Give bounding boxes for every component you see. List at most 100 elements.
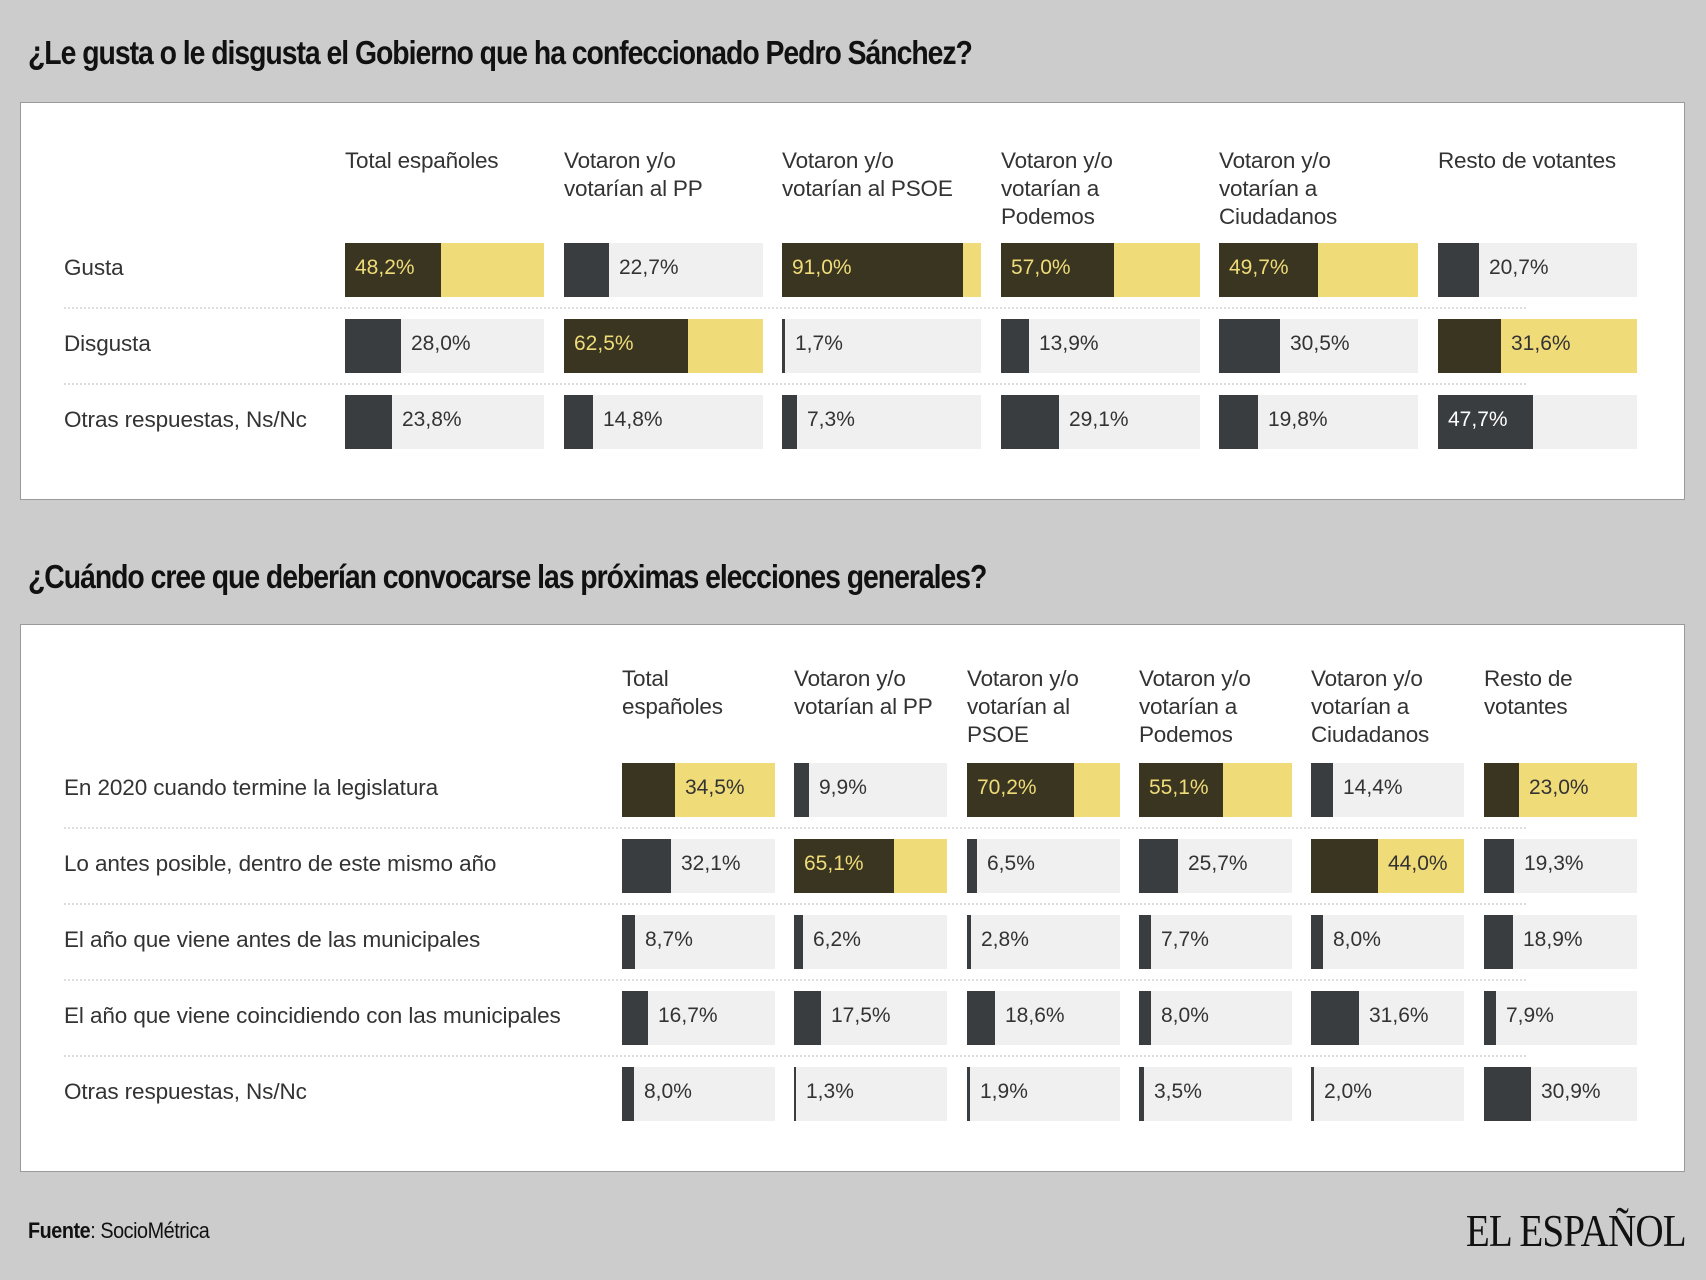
bar-cell: 3,5% bbox=[1139, 1067, 1292, 1121]
bar-fill bbox=[1484, 763, 1519, 817]
bar-fill bbox=[1311, 839, 1378, 893]
bar-fill bbox=[1438, 319, 1501, 373]
column-header-line: Ciudadanos bbox=[1311, 722, 1430, 747]
bar-fill bbox=[1001, 243, 1114, 297]
bar-cell: 7,3% bbox=[782, 395, 981, 449]
column-header-line: votarían al PSOE bbox=[782, 176, 953, 201]
bar-cell: 7,9% bbox=[1484, 991, 1637, 1045]
bar-value-label: 7,9% bbox=[1506, 1004, 1554, 1027]
bar-cell: 7,7% bbox=[1139, 915, 1292, 969]
bar-value-label: 2,0% bbox=[1324, 1080, 1372, 1103]
bar-fill bbox=[794, 839, 894, 893]
bar-fill bbox=[794, 915, 803, 969]
bar-cell: 14,8% bbox=[564, 395, 763, 449]
bar-fill bbox=[564, 395, 593, 449]
column-header-line: votarían al PP bbox=[794, 694, 933, 719]
bar-value-label: 7,3% bbox=[807, 408, 855, 431]
bar-cell: 19,3% bbox=[1484, 839, 1637, 893]
row-separator bbox=[64, 1055, 1526, 1057]
bar-value-label: 17,5% bbox=[831, 1004, 891, 1027]
bar-cell: 8,7% bbox=[622, 915, 775, 969]
column-header: Resto de votantes bbox=[1438, 147, 1616, 175]
bar-fill bbox=[1219, 243, 1318, 297]
bar-cell: 20,7% bbox=[1438, 243, 1637, 297]
bar-value-label: 8,0% bbox=[1161, 1004, 1209, 1027]
bar-cell: 1,3% bbox=[794, 1067, 947, 1121]
column-header: Total españoles bbox=[345, 147, 499, 175]
bar-value-label: 6,2% bbox=[813, 928, 861, 951]
bar-value-label: 8,0% bbox=[644, 1080, 692, 1103]
bar-fill bbox=[1139, 1067, 1144, 1121]
bar-fill bbox=[564, 319, 688, 373]
bar-fill bbox=[1219, 319, 1280, 373]
row-separator bbox=[64, 903, 1526, 905]
column-header-line: votantes bbox=[1484, 694, 1568, 719]
bar-fill bbox=[1484, 839, 1514, 893]
column-header-line: Resto de votantes bbox=[1438, 148, 1616, 173]
bar-fill bbox=[967, 991, 995, 1045]
column-header-line: votarían a bbox=[1001, 176, 1100, 201]
bar-cell: 8,0% bbox=[622, 1067, 775, 1121]
row-label: En 2020 cuando termine la legislatura bbox=[64, 775, 439, 800]
column-header-line: Votaron y/o bbox=[1311, 666, 1423, 691]
column-header-line: Votaron y/o bbox=[564, 148, 676, 173]
bar-value-label: 44,0% bbox=[1388, 852, 1448, 875]
bar-cell: 9,9% bbox=[794, 763, 947, 817]
bar-cell: 17,5% bbox=[794, 991, 947, 1045]
column-header-line: Votaron y/o bbox=[1219, 148, 1331, 173]
bar-fill bbox=[622, 763, 675, 817]
bar-value-label: 1,7% bbox=[795, 332, 843, 355]
bar-fill bbox=[967, 915, 971, 969]
column-header-line: votarían a bbox=[1219, 176, 1318, 201]
bar-cell: 2,8% bbox=[967, 915, 1120, 969]
bar-value-label: 1,9% bbox=[980, 1080, 1028, 1103]
bar-cell: 1,9% bbox=[967, 1067, 1120, 1121]
column-header: Votaron y/o votarían a Ciudadanos bbox=[1311, 665, 1429, 749]
bar-cell: 16,7% bbox=[622, 991, 775, 1045]
bar-fill bbox=[967, 763, 1074, 817]
bar-cell: 8,0% bbox=[1311, 915, 1464, 969]
column-header-line: votarían a bbox=[1139, 694, 1238, 719]
bar-fill bbox=[345, 243, 441, 297]
bar-value-label: 31,6% bbox=[1369, 1004, 1429, 1027]
column-header-line: Ciudadanos bbox=[1219, 204, 1338, 229]
bar-fill bbox=[1311, 1067, 1314, 1121]
bar-value-label: 14,4% bbox=[1343, 776, 1403, 799]
bar-value-label: 34,5% bbox=[685, 776, 745, 799]
bar-fill bbox=[1139, 763, 1223, 817]
bar-cell: 23,8% bbox=[345, 395, 544, 449]
bar-value-label: 22,7% bbox=[619, 256, 679, 279]
column-header-line: españoles bbox=[622, 694, 723, 719]
bar-cell: 28,0% bbox=[345, 319, 544, 373]
column-header: Total españoles bbox=[622, 665, 723, 721]
el-espanol-logo: EL ESPAÑOL bbox=[1466, 1205, 1687, 1256]
bar-cell: 31,6% bbox=[1311, 991, 1464, 1045]
bar-value-label: 30,5% bbox=[1290, 332, 1350, 355]
column-header: Votaron y/o votarían a Podemos bbox=[1139, 665, 1251, 749]
bar-cell: 8,0% bbox=[1139, 991, 1292, 1045]
bar-cell: 13,9% bbox=[1001, 319, 1200, 373]
bar-cell: 44,0% bbox=[1311, 839, 1464, 893]
bar-value-label: 2,8% bbox=[981, 928, 1029, 951]
bar-fill bbox=[1311, 915, 1323, 969]
bar-cell: 30,9% bbox=[1484, 1067, 1637, 1121]
column-header: Votaron y/o votarían al PP bbox=[794, 665, 933, 721]
column-header-line: votarían al bbox=[967, 694, 1070, 719]
row-label: Otras respuestas, Ns/Nc bbox=[64, 407, 307, 432]
column-header-line: Total bbox=[622, 666, 669, 691]
column-header: Votaron y/o votarían al PSOE bbox=[782, 147, 953, 203]
bar-value-label: 8,0% bbox=[1333, 928, 1381, 951]
bar-fill bbox=[794, 991, 821, 1045]
row-separator bbox=[64, 827, 1526, 829]
bar-cell: 70,2% bbox=[967, 763, 1120, 817]
bar-fill bbox=[1219, 395, 1258, 449]
column-header-line: PSOE bbox=[967, 722, 1029, 747]
bar-fill bbox=[345, 395, 392, 449]
bar-cell: 55,1% bbox=[1139, 763, 1292, 817]
row-separator bbox=[64, 979, 1526, 981]
bar-cell: 19,8% bbox=[1219, 395, 1418, 449]
bar-cell: 62,5% bbox=[564, 319, 763, 373]
chart-title-2: ¿Cuándo cree que deberían convocarse las… bbox=[28, 558, 987, 595]
bar-fill bbox=[967, 1067, 970, 1121]
bar-fill bbox=[967, 839, 977, 893]
